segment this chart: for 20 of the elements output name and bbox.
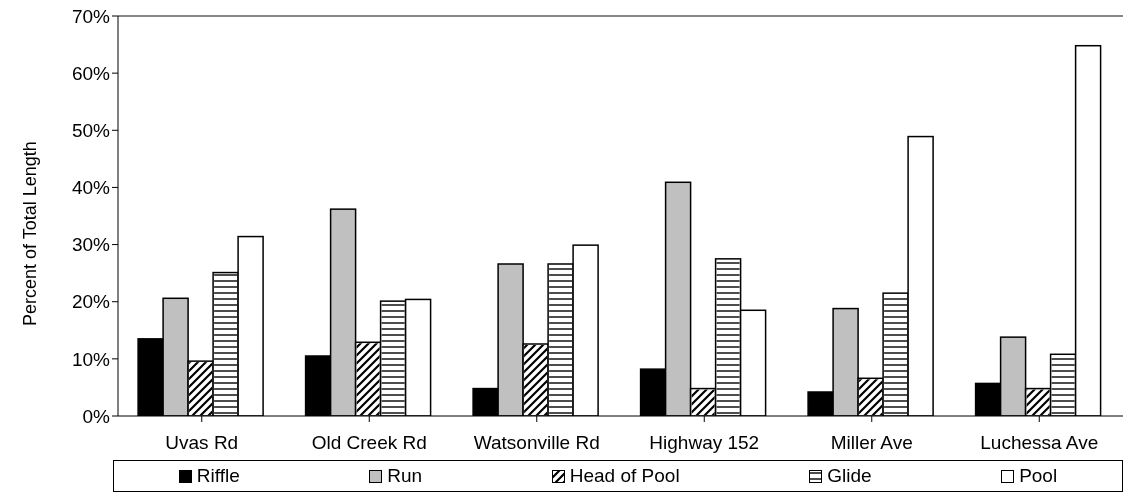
y-axis-title: Percent of Total Length (20, 141, 41, 326)
legend-label: Run (386, 465, 423, 487)
y-tick-label: 10% (71, 348, 111, 370)
y-tick-label: 50% (71, 120, 111, 142)
legend-label: Riffle (195, 465, 240, 487)
y-tick-label: 60% (71, 62, 111, 84)
x-tick-label: Watsonville Rd (473, 432, 600, 454)
y-tick-label: 0% (82, 405, 111, 427)
x-tick-label: Highway 152 (649, 432, 760, 454)
x-tick-label: Miller Ave (830, 432, 913, 454)
x-tick-label: Uvas Rd (165, 432, 239, 454)
x-tick-label: Old Creek Rd (311, 432, 427, 454)
y-tick-label: 40% (71, 177, 111, 199)
y-tick-label: 20% (71, 291, 111, 313)
y-tick-label: 30% (71, 234, 111, 256)
legend-label: Head of Pool (568, 465, 680, 487)
y-tick-label: 70% (71, 5, 111, 27)
legend-label: Glide (826, 465, 872, 487)
x-tick-label: Luchessa Ave (980, 432, 1099, 454)
legend-label: Pool (1018, 465, 1058, 487)
